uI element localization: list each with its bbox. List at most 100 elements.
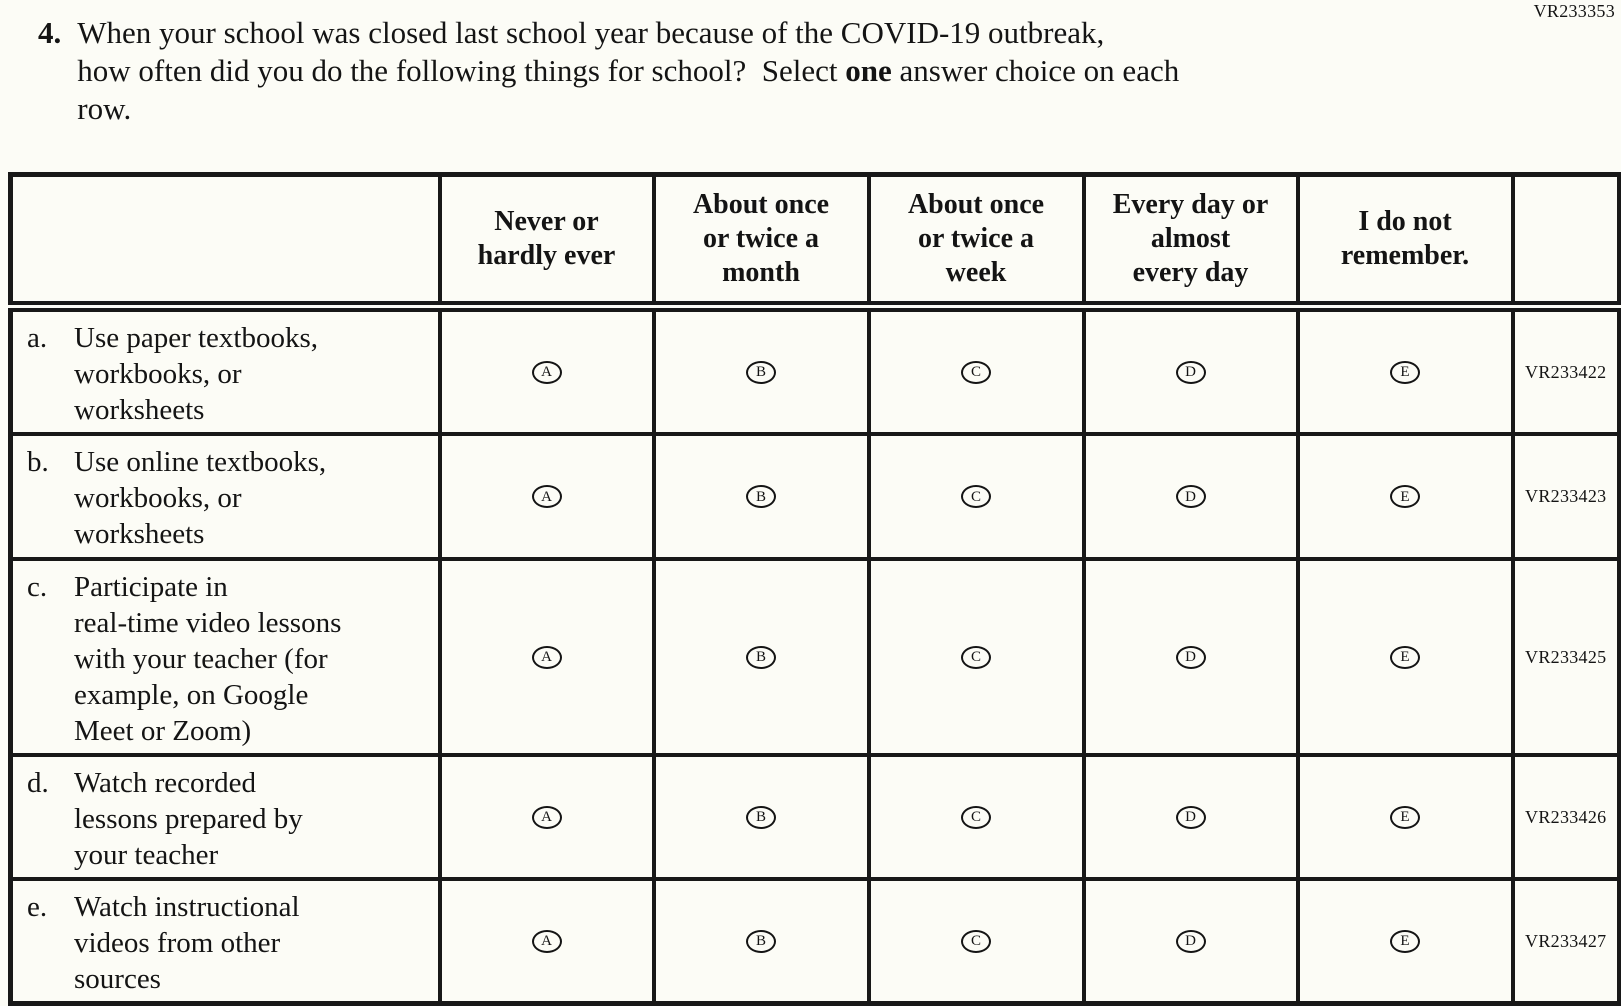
bubble-letter: D <box>1185 364 1196 380</box>
answer-bubble-e-A[interactable]: A <box>531 929 562 953</box>
answer-cell: D <box>1081 557 1300 757</box>
answer-bubble-e-E[interactable]: E <box>1390 929 1420 953</box>
column-header-every-day: Every day or almost every day <box>1081 172 1300 312</box>
answer-bubble-b-D[interactable]: D <box>1175 485 1206 508</box>
question-line-1: When your school was closed last school … <box>77 15 1105 50</box>
column-header-code-empty <box>1510 172 1621 312</box>
answer-cell: A <box>437 753 656 881</box>
answer-cell: A <box>437 557 656 757</box>
bubble-letter: A <box>541 364 552 380</box>
answer-bubble-d-E[interactable]: E <box>1390 805 1420 829</box>
answer-bubble-b-C[interactable]: C <box>961 485 991 508</box>
answer-bubble-d-C[interactable]: C <box>961 805 991 829</box>
bubble-letter: E <box>1400 364 1410 380</box>
answer-bubble-e-B[interactable]: B <box>746 929 776 953</box>
bubble-letter: C <box>970 488 981 505</box>
answer-bubble-c-C[interactable]: C <box>961 645 991 669</box>
answer-bubble-a-E[interactable]: E <box>1390 360 1420 384</box>
answer-cell: E <box>1295 557 1515 757</box>
bubble-letter: C <box>970 809 981 825</box>
answer-cell: C <box>866 877 1086 1006</box>
answer-cell: B <box>651 753 871 881</box>
row-vr-code-b: VR233423 <box>1510 432 1621 561</box>
answer-cell: E <box>1295 753 1515 881</box>
answer-bubble-c-A[interactable]: A <box>531 645 562 669</box>
answer-bubble-e-C[interactable]: C <box>961 929 991 953</box>
column-header-do-not-remember: I do not remember. <box>1295 172 1515 312</box>
answer-bubble-c-D[interactable]: D <box>1175 645 1206 669</box>
question-line-2-pre: how often did you do the following thing… <box>77 53 846 88</box>
bubble-letter: B <box>755 649 766 665</box>
table-row-b: b. Use online textbooks, workbooks, or w… <box>8 432 1621 561</box>
answer-cell: A <box>437 304 656 436</box>
bubble-letter: B <box>755 933 766 949</box>
bubble-letter: C <box>970 364 981 380</box>
question-block: 4. When your school was closed last scho… <box>38 14 1179 128</box>
bubble-letter: E <box>1400 488 1410 505</box>
answer-bubble-c-B[interactable]: B <box>746 645 776 669</box>
bubble-letter: D <box>1185 933 1196 949</box>
answer-cell: B <box>651 557 871 757</box>
answer-bubble-d-D[interactable]: D <box>1175 805 1206 829</box>
question-text: When your school was closed last school … <box>77 14 1179 128</box>
row-vr-code-c: VR233425 <box>1510 557 1621 757</box>
row-letter-a: a. <box>27 322 48 354</box>
answer-cell: D <box>1081 432 1300 561</box>
column-header-item-empty <box>8 172 442 312</box>
bubble-letter: B <box>755 488 766 505</box>
answer-bubble-a-A[interactable]: A <box>531 360 562 384</box>
row-item-text-c: Participate in real-time video lessons w… <box>74 571 342 747</box>
answer-cell: C <box>866 557 1086 757</box>
question-line-3: row. <box>77 91 132 126</box>
item-cell-e: e. Watch instructional videos from other… <box>8 877 442 1006</box>
question-line-2-bold: one <box>845 53 892 88</box>
item-cell-a: a. Use paper textbooks, workbooks, or wo… <box>8 304 442 436</box>
bubble-letter: A <box>541 649 552 665</box>
answer-bubble-e-D[interactable]: D <box>1175 929 1206 953</box>
row-letter-d: d. <box>27 767 49 799</box>
answer-bubble-d-B[interactable]: B <box>746 805 776 829</box>
bubble-letter: D <box>1185 488 1196 505</box>
row-item-text-a: Use paper textbooks, workbooks, or works… <box>74 322 319 426</box>
bubble-letter: E <box>1400 933 1410 949</box>
answer-bubble-a-C[interactable]: C <box>961 360 991 384</box>
row-letter-c: c. <box>27 571 48 603</box>
item-cell-d: d. Watch recorded lessons prepared by yo… <box>8 753 442 881</box>
row-vr-code-a: VR233422 <box>1510 304 1621 436</box>
row-letter-b: b. <box>27 446 49 478</box>
answer-cell: D <box>1081 304 1300 436</box>
answer-cell: A <box>437 432 656 561</box>
bubble-letter: A <box>541 488 552 505</box>
table-row-a: a. Use paper textbooks, workbooks, or wo… <box>8 304 1621 436</box>
bubble-letter: A <box>541 809 552 825</box>
row-vr-code-d: VR233426 <box>1510 753 1621 881</box>
question-number: 4. <box>38 15 62 50</box>
bubble-letter: D <box>1185 809 1196 825</box>
answer-cell: B <box>651 304 871 436</box>
answer-bubble-a-D[interactable]: D <box>1175 360 1206 384</box>
response-grid: Never or hardly ever About once or twice… <box>8 172 1621 1006</box>
bubble-letter: C <box>970 933 981 949</box>
answer-cell: D <box>1081 753 1300 881</box>
bubble-letter: A <box>541 933 552 949</box>
answer-bubble-b-B[interactable]: B <box>746 485 776 508</box>
bubble-letter: C <box>970 649 981 665</box>
question-line-2-post: answer choice on each <box>891 53 1180 88</box>
answer-cell: B <box>651 432 871 561</box>
answer-bubble-d-A[interactable]: A <box>531 805 562 829</box>
page-form-code: VR233353 <box>1533 1 1615 21</box>
row-vr-code-e: VR233427 <box>1510 877 1621 1006</box>
table-row-d: d. Watch recorded lessons prepared by yo… <box>8 753 1621 881</box>
answer-bubble-b-E[interactable]: E <box>1390 485 1420 508</box>
bubble-letter: E <box>1400 649 1410 665</box>
answer-bubble-c-E[interactable]: E <box>1390 645 1420 669</box>
header-row: Never or hardly ever About once or twice… <box>8 172 1621 312</box>
answer-cell: A <box>437 877 656 1006</box>
answer-bubble-b-A[interactable]: A <box>531 485 562 508</box>
answer-bubble-a-B[interactable]: B <box>746 360 776 384</box>
table-row-e: e. Watch instructional videos from other… <box>8 877 1621 1006</box>
row-item-text-d: Watch recorded lessons prepared by your … <box>74 767 303 871</box>
item-cell-b: b. Use online textbooks, workbooks, or w… <box>8 432 442 561</box>
row-item-text-b: Use online textbooks, workbooks, or work… <box>74 446 327 550</box>
answer-cell: C <box>866 753 1086 881</box>
